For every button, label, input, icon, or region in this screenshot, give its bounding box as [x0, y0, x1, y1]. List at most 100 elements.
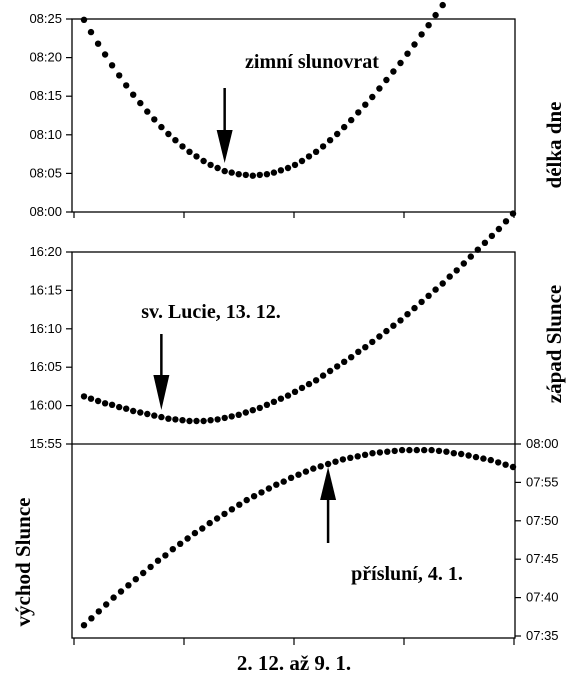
data-point: [284, 164, 292, 172]
y-tick-label: 07:55: [526, 474, 559, 489]
data-point: [116, 72, 123, 79]
data-point: [398, 446, 406, 454]
data-point: [376, 85, 383, 92]
winter-solstice-arrow: [216, 88, 233, 163]
data-point: [418, 298, 425, 306]
data-point: [169, 546, 176, 553]
data-point: [390, 68, 397, 75]
y-tick-label: 16:10: [29, 321, 62, 336]
data-point: [487, 456, 494, 464]
data-point: [151, 412, 158, 419]
data-point: [108, 62, 116, 69]
data-point: [243, 496, 250, 504]
y-tick-label: 07:35: [526, 628, 559, 643]
data-point: [446, 273, 453, 280]
top-panel-ylabel: délka dne: [542, 102, 566, 189]
data-point: [250, 493, 258, 500]
data-point: [165, 130, 172, 138]
data-point: [242, 171, 249, 179]
data-point: [193, 153, 200, 160]
data-point: [312, 377, 320, 384]
data-point: [242, 409, 249, 416]
data-point: [101, 400, 109, 407]
data-point: [319, 372, 327, 379]
data-point: [154, 557, 162, 564]
data-point: [214, 416, 221, 423]
perihelion-arrow: [320, 467, 337, 543]
data-point: [302, 468, 310, 475]
data-point: [443, 448, 450, 455]
data-point: [144, 108, 151, 115]
data-point: [235, 171, 242, 178]
data-point: [435, 447, 443, 455]
data-point: [413, 446, 420, 454]
data-point: [256, 404, 263, 412]
y-tick-label: 08:00: [526, 436, 559, 451]
data-point: [108, 401, 116, 408]
data-point: [509, 463, 517, 471]
y-tick-label: 07:40: [526, 590, 559, 605]
top-panel-annotation: zimní slunovrat: [245, 51, 379, 73]
data-point: [206, 519, 213, 527]
data-point: [480, 455, 487, 462]
data-point: [137, 99, 144, 107]
data-point: [404, 50, 411, 57]
data-point: [213, 515, 221, 522]
data-point: [151, 116, 158, 123]
data-point: [460, 260, 467, 267]
data-point: [214, 164, 221, 172]
data-point: [179, 417, 186, 424]
data-point: [383, 76, 390, 84]
y-tick-label: 07:45: [526, 551, 559, 566]
data-point: [265, 485, 273, 492]
y-tick-label: 16:00: [29, 398, 62, 413]
data-point: [324, 460, 332, 468]
data-point: [186, 148, 193, 155]
data-point: [172, 137, 179, 144]
y-tick-label: 15:55: [29, 436, 62, 451]
data-point: [339, 456, 347, 463]
data-point: [305, 153, 313, 160]
data-point: [228, 169, 235, 176]
data-point: [158, 413, 165, 421]
top-panel: 08:25 08:20 08:15 08:10 08:05 08:00 délka dne…: [29, 1, 566, 219]
data-point: [284, 392, 292, 399]
middle-panel-ticks: 16:20 16:15 16:10 16:05 16:00 15:55: [29, 244, 72, 451]
st-lucy-arrow: [153, 334, 170, 410]
data-point: [193, 417, 200, 425]
sunrise-points: [80, 446, 517, 629]
data-point: [369, 450, 376, 457]
data-point: [200, 417, 207, 425]
middle-panel-ylabel: západ Slunce: [542, 285, 566, 403]
data-point: [263, 401, 271, 408]
data-point: [103, 601, 110, 608]
data-point: [369, 93, 376, 101]
data-point: [117, 588, 125, 595]
data-point: [326, 367, 334, 375]
data-point: [362, 101, 369, 108]
x-axis-label: 2. 12. až 9. 1.: [237, 651, 351, 675]
data-point: [334, 363, 341, 370]
data-point: [162, 552, 169, 559]
data-point: [425, 22, 432, 29]
data-point: [390, 322, 397, 329]
y-tick-label: 08:25: [29, 11, 62, 26]
y-tick-label: 08:20: [29, 50, 62, 65]
data-point: [418, 31, 425, 38]
data-point: [207, 417, 214, 424]
data-point: [236, 501, 243, 508]
bottom-panel-ticks: 08:00 07:55 07:50 07:45 07:40 07:35: [515, 436, 559, 643]
data-point: [495, 459, 502, 466]
y-tick-label: 08:10: [29, 127, 62, 142]
data-point: [221, 167, 228, 175]
data-point: [280, 478, 287, 485]
data-point: [144, 410, 151, 418]
data-point: [406, 446, 413, 454]
data-point: [397, 317, 404, 324]
y-tick-label: 16:15: [29, 282, 62, 297]
y-tick-label: 08:00: [29, 204, 62, 219]
data-point: [355, 109, 362, 116]
data-point: [348, 354, 355, 361]
data-point: [249, 172, 256, 179]
